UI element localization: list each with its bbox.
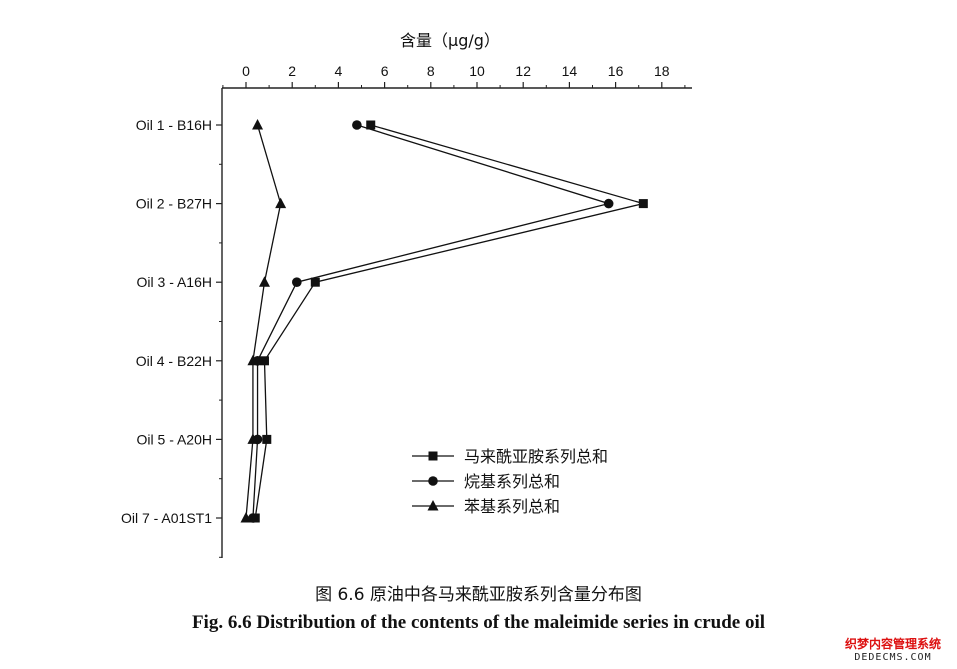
- y-tick-label: Oil 5 - A20H: [137, 431, 212, 447]
- y-tick-label: Oil 1 - B16H: [136, 117, 212, 133]
- legend-label: 苯基系列总和: [464, 497, 560, 516]
- y-tick-label: Oil 3 - A16H: [137, 274, 212, 290]
- y-tick-label: Oil 2 - B27H: [136, 196, 212, 212]
- data-point: [247, 354, 259, 366]
- data-point: [252, 119, 264, 130]
- x-tick-label: 4: [335, 63, 343, 79]
- series-line: [252, 124, 612, 519]
- y-tick-label: Oil 7 - A01ST1: [121, 510, 212, 526]
- data-point: [292, 277, 302, 288]
- watermark-line1: 织梦内容管理系统: [844, 636, 941, 651]
- data-point: [248, 513, 258, 523]
- legend-marker: [427, 500, 439, 511]
- x-tick-label: 10: [469, 63, 485, 79]
- x-tick-label: 0: [242, 63, 250, 79]
- data-point: [258, 276, 270, 287]
- data-point: [638, 199, 648, 209]
- x-tick-label: 16: [608, 63, 624, 79]
- data-point: [366, 120, 376, 130]
- data-point: [240, 512, 252, 523]
- data-point: [310, 277, 320, 287]
- chart: 0 2 4 6 8 10 12 14 16 18 含量（μg/g） Oil 1 - B16H Oil 2…: [121, 31, 692, 558]
- series-line: [254, 124, 646, 519]
- figure-caption-chinese: 图 6.6 原油中各马来酰亚胺系列含量分布图: [315, 585, 642, 605]
- data-point: [259, 356, 269, 366]
- watermark-line2: DEDECMS.COM: [854, 651, 932, 663]
- legend-item: 马来酰亚胺系列总和: [412, 447, 608, 466]
- x-tick-label: 2: [288, 63, 296, 79]
- legend-item: 烷基系列总和: [412, 472, 560, 491]
- series-layer: [240, 119, 648, 523]
- series-3: [240, 119, 287, 523]
- legend-marker: [428, 476, 438, 486]
- y-tick-label: Oil 4 - B22H: [136, 353, 212, 369]
- x-axis-label: 含量（μg/g）: [400, 31, 500, 50]
- x-tick-label: 18: [654, 63, 670, 79]
- legend-marker: [428, 451, 438, 461]
- legend-label: 烷基系列总和: [464, 472, 560, 491]
- watermark: 织梦内容管理系统 DEDECMS.COM: [837, 636, 949, 663]
- figure-caption-english: Fig. 6.6 Distribution of the contents of…: [191, 612, 766, 633]
- x-tick-label: 12: [515, 63, 531, 79]
- data-point: [247, 433, 259, 444]
- legend-label: 马来酰亚胺系列总和: [464, 447, 608, 466]
- axes: 0 2 4 6 8 10 12 14 16 18 含量（μg/g） Oil 1 - B16H Oil 2…: [121, 31, 692, 558]
- data-point: [603, 198, 614, 209]
- series-line: [245, 124, 282, 519]
- data-point: [352, 120, 362, 130]
- x-tick-label: 14: [562, 63, 578, 79]
- data-point: [275, 197, 287, 209]
- x-tick-label: 8: [427, 63, 435, 79]
- data-point: [262, 434, 272, 444]
- x-tick-label: 6: [381, 63, 389, 79]
- legend-item: 苯基系列总和: [412, 497, 560, 516]
